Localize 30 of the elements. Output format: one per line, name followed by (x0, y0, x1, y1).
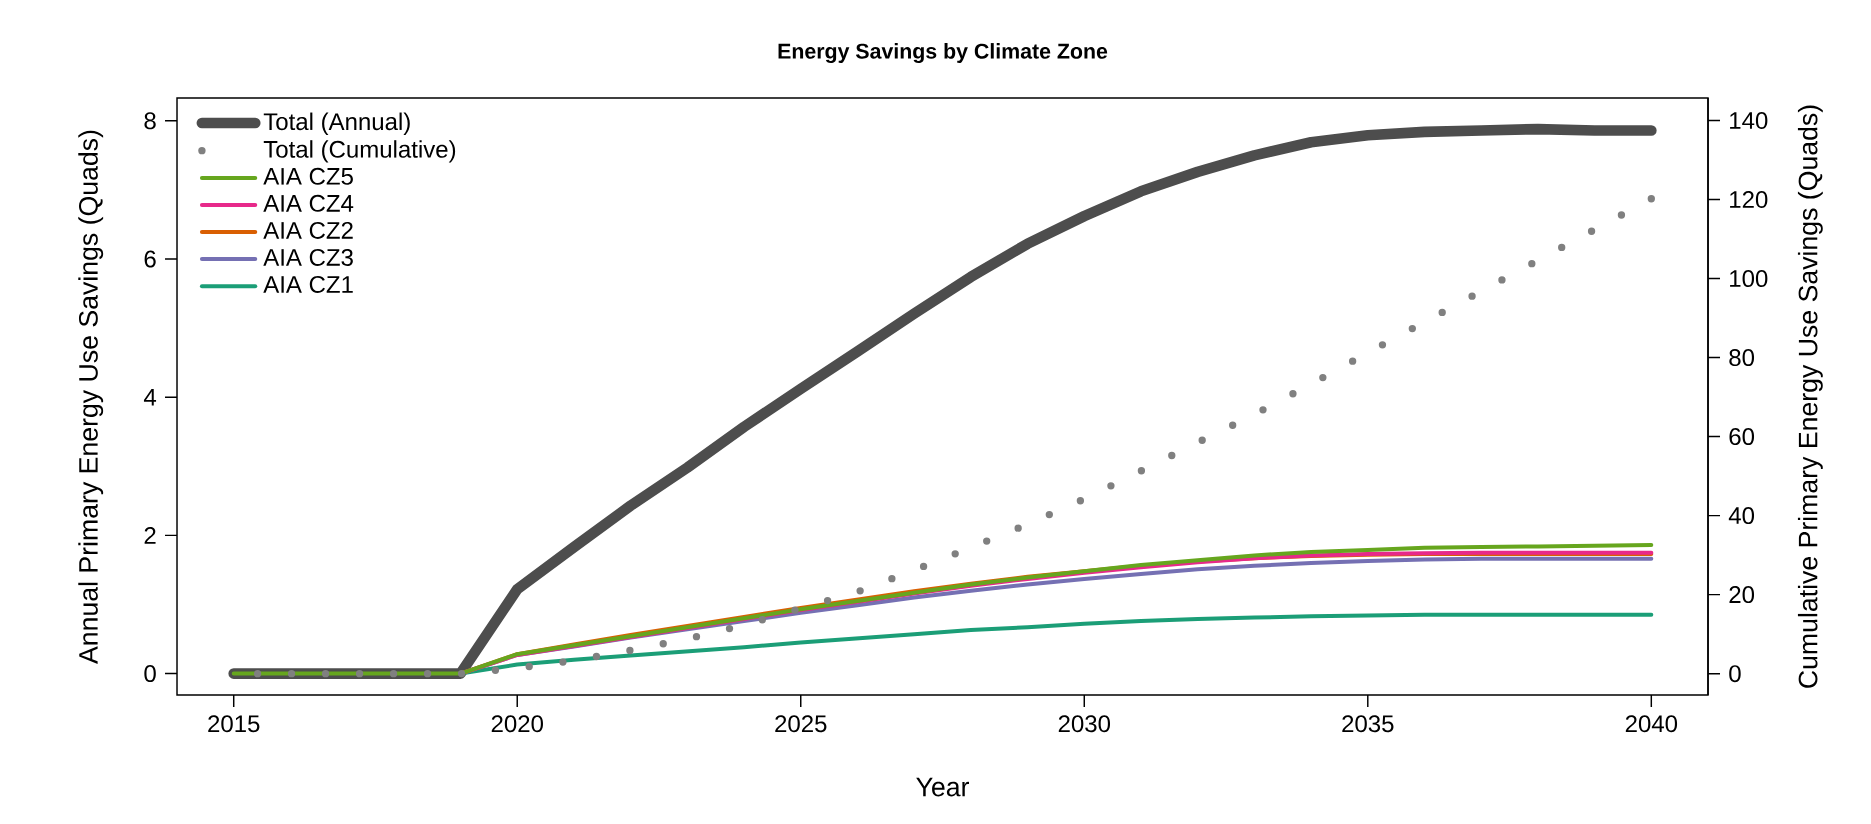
y2-tick-label: 20 (1729, 586, 1755, 604)
legend-label: Total (Cumulative) (263, 140, 456, 163)
chart-title: Energy Savings by Climate Zone (778, 43, 1108, 64)
x-tick-label: 2040 (1625, 715, 1678, 733)
x-tick-label: 2025 (775, 715, 827, 733)
x-tick-label: 2015 (208, 715, 260, 733)
y2-axis-title: Cumulative Primary Energy Use Savings (Quads) (1797, 105, 1823, 688)
x-tick-label: 2030 (1058, 715, 1111, 733)
y2-tick-label: 80 (1729, 349, 1755, 367)
y-tick-label: 4 (143, 388, 157, 406)
y-tick-label: 8 (144, 112, 156, 130)
legend-label: AIA CZ4 (263, 194, 354, 212)
y2-tick-label: 140 (1730, 112, 1768, 129)
y-tick-label: 2 (144, 526, 156, 544)
legend-label: AIA CZ1 (263, 275, 353, 293)
legend-label: Total (Annual) (263, 112, 410, 135)
y2-tick-label: 120 (1730, 191, 1768, 209)
x-tick-label: 2020 (491, 715, 543, 733)
x-axis-title: Year (916, 777, 970, 797)
y-tick-label: 6 (144, 250, 156, 268)
y-axis-title: Annual Primary Energy Use Savings (Quads) (78, 130, 104, 664)
y-tick-label: 0 (144, 665, 156, 683)
y2-tick-label: 0 (1729, 665, 1741, 683)
y2-tick-label: 60 (1729, 428, 1755, 446)
y2-tick-label: 100 (1730, 270, 1768, 288)
x-tick-label: 2035 (1342, 715, 1394, 733)
legend-label: AIA CZ3 (263, 248, 353, 266)
legend-label: AIA CZ5 (263, 167, 353, 185)
y2-tick-label: 40 (1728, 507, 1755, 525)
legend-label: AIA CZ2 (263, 221, 353, 239)
